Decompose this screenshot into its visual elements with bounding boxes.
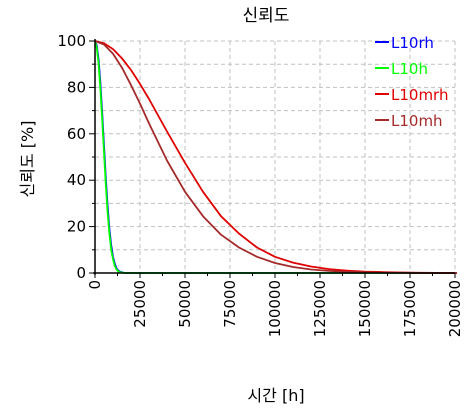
axes xyxy=(89,39,456,278)
x-tick-label: 125000 xyxy=(311,280,329,337)
y-axis-title: 신뢰도 [%] xyxy=(18,121,37,198)
x-tick-label: 50000 xyxy=(176,280,194,328)
x-tick-label: 100000 xyxy=(266,280,284,337)
chart-title: 신뢰도 xyxy=(243,6,290,26)
x-tick-label: 175000 xyxy=(401,280,419,337)
y-tick-label: 100 xyxy=(57,32,86,50)
x-tick-label: 75000 xyxy=(221,280,239,328)
y-tick-label: 60 xyxy=(67,125,86,143)
x-axis-title: 시간 [h] xyxy=(247,386,304,405)
legend-label: L10rh xyxy=(391,34,434,52)
x-tick-label: 0 xyxy=(86,280,104,290)
legend-label: L10mh xyxy=(391,112,443,130)
series-line-l10mh xyxy=(94,40,458,274)
legend-label: L10h xyxy=(391,60,428,78)
legend-label: L10mrh xyxy=(391,86,448,104)
tick-labels: 0 20 40 60 80 100 0 25000 50000 75000 100000 125000… xyxy=(57,32,464,337)
y-tick-label: 20 xyxy=(67,218,86,236)
x-tick-label: 200000 xyxy=(446,280,464,337)
legend: L10rh L10h L10mrh L10mh xyxy=(375,34,448,130)
y-tick-label: 40 xyxy=(67,171,86,189)
x-tick-label: 150000 xyxy=(356,280,374,337)
y-tick-label: 80 xyxy=(67,78,86,96)
y-tick-label: 0 xyxy=(76,264,86,282)
x-tick-label: 25000 xyxy=(131,280,149,328)
